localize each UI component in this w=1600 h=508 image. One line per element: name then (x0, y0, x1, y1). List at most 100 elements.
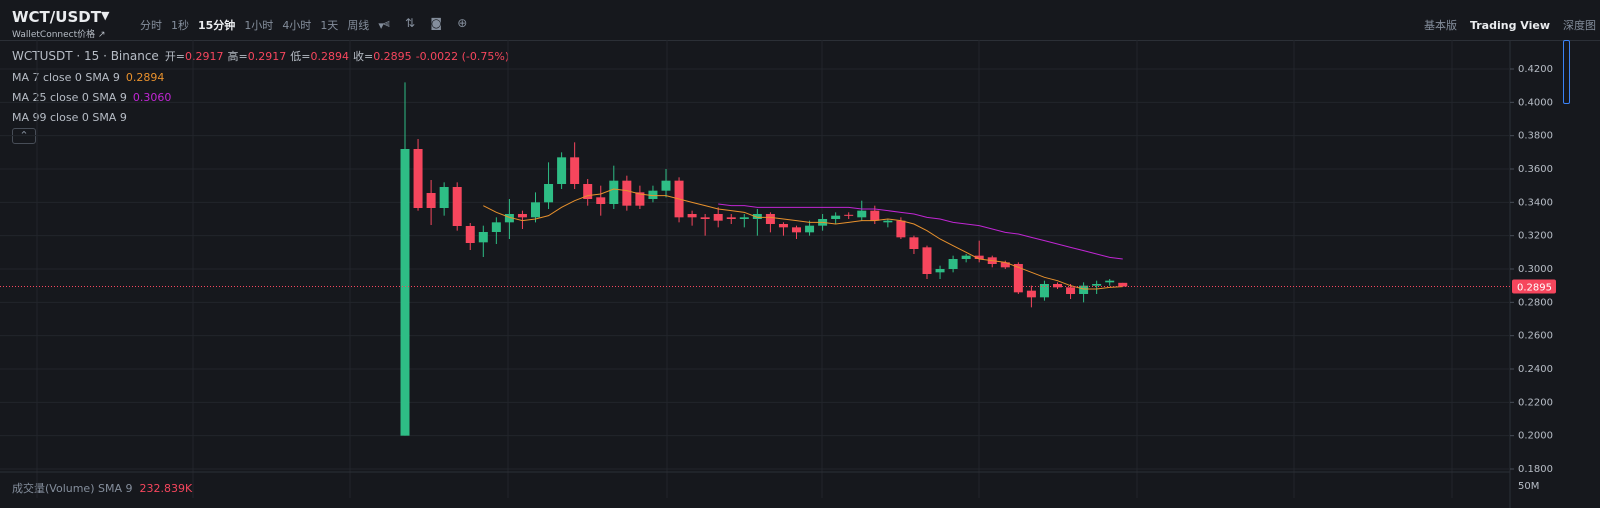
interval-tab[interactable]: 1小时 (244, 19, 274, 32)
candle-body (1092, 284, 1102, 286)
y-tick-label: 0.2600 (1518, 331, 1553, 342)
candle-body (1039, 284, 1049, 298)
candle-body (739, 217, 749, 219)
ohlc-label: 收= (352, 50, 374, 63)
candle-body (648, 190, 658, 199)
candle-body (896, 220, 906, 238)
ma-value: 0.3060 (132, 91, 172, 104)
candle-body (557, 157, 567, 184)
chart-title: WCTUSDT · 15 · Binance (12, 49, 159, 63)
candle-body (726, 217, 736, 219)
interval-more[interactable]: ▾ (378, 19, 384, 32)
ma-row: MA 25 close 0 SMA 9 0.3060 (12, 88, 171, 108)
subtitle[interactable]: WalletConnect价格 ↗ (12, 30, 106, 40)
y-tick-label: 0.4000 (1518, 97, 1553, 108)
ohlc-label: 开= (164, 50, 186, 63)
candle-body (831, 215, 841, 219)
candle-body (517, 214, 527, 218)
candle-body (661, 180, 671, 191)
candle-body (491, 222, 501, 232)
candle-body (439, 187, 449, 208)
ohlc-value: 0.2895 (373, 50, 412, 63)
candle-body (400, 149, 410, 436)
candle-body (609, 180, 619, 204)
candle-body (1026, 290, 1036, 298)
interval-tab[interactable]: 1天 (320, 19, 339, 32)
interval-tab[interactable]: 分时 (140, 19, 162, 32)
candle-body (974, 255, 984, 259)
divider (0, 40, 1600, 41)
candle-body (426, 193, 436, 208)
candle-body (1118, 282, 1128, 287)
candle-body (531, 202, 540, 218)
candle-body (935, 269, 945, 273)
y-tick-label: 0.2800 (1518, 297, 1553, 308)
candle-body (1000, 262, 1010, 268)
candle-body (1013, 264, 1023, 293)
ma-line (483, 188, 1123, 290)
candle-body (622, 180, 632, 206)
candle-body (687, 214, 697, 218)
candle-body (857, 210, 867, 218)
y-tick-label: 0.3800 (1518, 131, 1553, 142)
candle-body (870, 210, 880, 221)
interval-bar: 分时 1秒 15分钟 1小时 4小时 1天 周线 ▾ (140, 17, 384, 33)
candle-body (1066, 287, 1076, 294)
ohlc-value: 0.2894 (310, 50, 349, 63)
ma-legend: MA 7 close 0 SMA 9 0.2894 MA 25 close 0 SM… (12, 68, 171, 128)
interval-tab[interactable]: 周线 (347, 19, 370, 32)
candle-body (1053, 284, 1062, 288)
candle-body (961, 255, 971, 259)
candle-body (792, 227, 801, 233)
ohlc-label: 高= (227, 50, 248, 63)
y-tick-label: 0.4200 (1518, 64, 1553, 75)
ma-value: 0.2894 (125, 71, 165, 84)
ma-name: MA 7 close 0 SMA 9 (12, 71, 120, 84)
y-tick-label: 0.3000 (1518, 264, 1553, 275)
candle-body (765, 214, 775, 224)
ma-line (718, 203, 1123, 260)
last-price-label: 0.2895 (1517, 283, 1552, 294)
y-tick-label: 0.1800 (1518, 464, 1553, 475)
symbol[interactable]: WCT/USDT (12, 8, 101, 26)
symbol-dropdown[interactable]: ▼ (101, 9, 110, 22)
volume-value: 232.839K (139, 482, 193, 495)
view-tab[interactable]: 深度图 (1563, 19, 1596, 32)
y-tick-label: 0.2200 (1518, 397, 1553, 408)
y-tick-label: 0.2400 (1518, 364, 1553, 375)
volume-title: 成交量(Volume) SMA 9 (12, 482, 133, 495)
candle-body (504, 214, 514, 223)
candle-body (922, 247, 932, 274)
y-tick-label: 0.3600 (1518, 164, 1553, 175)
change: -0.0022 (-0.75%) (415, 50, 510, 63)
candle-body (452, 187, 462, 226)
candle-body (778, 224, 788, 228)
interval-tab[interactable]: 15分钟 (198, 19, 236, 32)
interval-tab[interactable]: 4小时 (282, 19, 312, 32)
candle-body (1079, 285, 1089, 294)
candle-body (883, 220, 893, 223)
volume-legend: 成交量(Volume) SMA 9 232.839K (12, 480, 192, 496)
candle-body (909, 237, 919, 249)
candle-body (583, 184, 593, 199)
scrollbar[interactable] (1563, 40, 1570, 104)
ma-row: MA 7 close 0 SMA 9 0.2894 (12, 68, 171, 88)
interval-tab[interactable]: 1秒 (171, 19, 189, 32)
candle-body (713, 214, 723, 221)
y-tick-label: 0.3200 (1518, 231, 1553, 242)
candle-body (752, 214, 762, 219)
ohlc-label: 低= (290, 50, 311, 63)
volume-axis-label: 50M (1518, 481, 1540, 492)
candle-body (544, 184, 554, 203)
candle-body (596, 197, 606, 204)
candle-body (948, 259, 958, 269)
candle-body (805, 225, 815, 233)
candle-body (413, 149, 423, 208)
view-tab[interactable]: Trading View (1469, 19, 1550, 32)
toolbar-icons[interactable]: ⫷ ⇅ ◙ ⊕ (383, 16, 468, 30)
view-tab[interactable]: 基本版 (1423, 19, 1457, 32)
candle-body (465, 226, 475, 243)
ma-name: MA 99 close 0 SMA 9 (12, 111, 127, 124)
